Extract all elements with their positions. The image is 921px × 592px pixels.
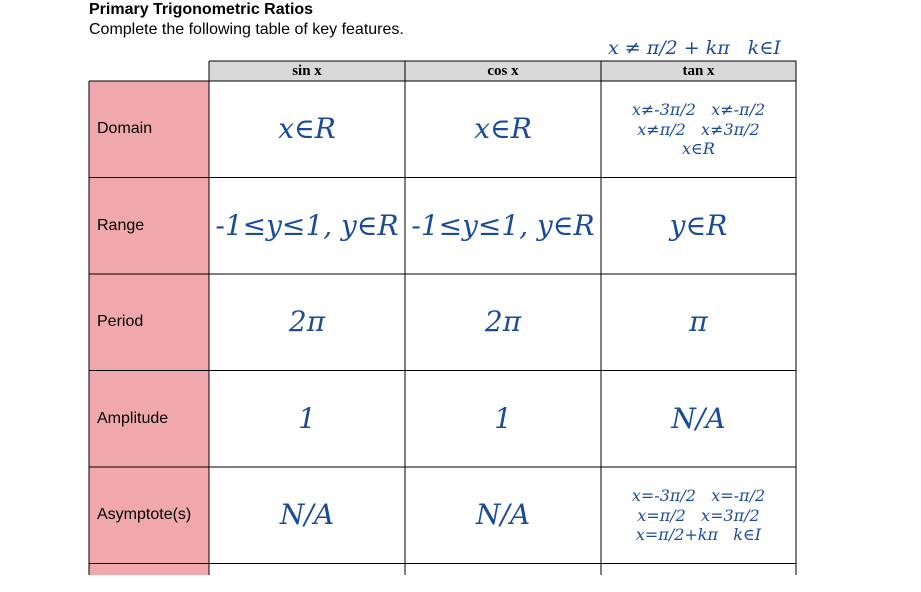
column-header: sin x xyxy=(209,61,405,81)
handwritten-entry: x∈R xyxy=(278,112,336,146)
cutoff xyxy=(0,575,921,592)
column-header-text: cos x xyxy=(487,62,519,79)
handwritten-entry: -1≤y≤1, y∈R xyxy=(215,208,399,242)
cell: x∈R xyxy=(209,81,405,178)
column-header-text: sin x xyxy=(292,62,322,79)
handwritten-note: x ≠ π/2 + kπ k∈I xyxy=(608,37,781,59)
row-label-text: Range xyxy=(97,216,145,234)
cell: y∈R xyxy=(601,178,796,275)
handwritten-entry: 2π xyxy=(288,305,326,339)
handwritten-entry: N/A xyxy=(279,498,335,532)
cell: x≠-3π/2 x≠-π/2 x≠π/2 x≠3π/2 x∈R xyxy=(601,81,796,178)
row-label-text: Amplitude xyxy=(97,409,169,427)
handwritten-entry: x∈R xyxy=(682,138,715,158)
title: Primary Trigonometric Ratios xyxy=(89,1,314,18)
handwritten-entry: y∈R xyxy=(669,208,728,242)
cell: N/A xyxy=(601,371,796,468)
row-label: Range xyxy=(89,178,209,275)
handwritten-entry: 1 xyxy=(494,401,512,435)
handwritten-entry: x≠-3π/2 x≠-π/2 xyxy=(631,100,766,120)
row-label: Asymptote(s) xyxy=(89,467,209,564)
cell: -1≤y≤1, y∈R xyxy=(405,178,601,275)
handwritten-entry: N/A xyxy=(475,498,531,532)
row-label: Period xyxy=(89,274,209,371)
cell: x∈R xyxy=(405,81,601,178)
cell: -1≤y≤1, y∈R xyxy=(209,178,405,275)
cell: x=-3π/2 x=-π/2 x=π/2 x=3π/2 x=π/2+kπ k∈I xyxy=(601,467,796,564)
handwritten-entry: 2π xyxy=(484,305,522,339)
row-label-text: Period xyxy=(97,313,144,331)
column-header: cos x xyxy=(405,61,601,81)
cell: 2π xyxy=(405,274,601,371)
cell: N/A xyxy=(405,467,601,564)
row-label: Amplitude xyxy=(89,371,209,468)
cell: 1 xyxy=(209,371,405,468)
column-header-text: tan x xyxy=(682,62,715,79)
handwritten-entry: -1≤y≤1, y∈R xyxy=(411,208,595,242)
handwritten-entry: π xyxy=(689,305,708,339)
handwritten-entry: x=π/2 x=3π/2 xyxy=(637,505,760,525)
cell: 1 xyxy=(405,371,601,468)
row-label-text: Domain xyxy=(97,120,153,138)
subtitle: Complete the following table of key feat… xyxy=(89,21,404,38)
handwritten-entry: 1 xyxy=(298,401,316,435)
column-header: tan x xyxy=(601,61,796,81)
cell: π xyxy=(601,274,796,371)
handwritten-entry: N/A xyxy=(671,401,726,435)
handwritten-entry: x=-3π/2 x=-π/2 xyxy=(631,486,766,506)
handwritten-entry: x≠π/2 x≠3π/2 xyxy=(637,119,760,139)
label-bg xyxy=(89,81,209,575)
cell: N/A xyxy=(209,467,405,564)
cell: 2π xyxy=(209,274,405,371)
row-label: Domain xyxy=(89,81,209,178)
handwritten-entry: x=π/2+kπ k∈I xyxy=(635,524,762,544)
handwritten-entry: x∈R xyxy=(474,112,532,146)
row-label-text: Asymptote(s) xyxy=(97,506,192,524)
header-bg xyxy=(209,61,796,81)
